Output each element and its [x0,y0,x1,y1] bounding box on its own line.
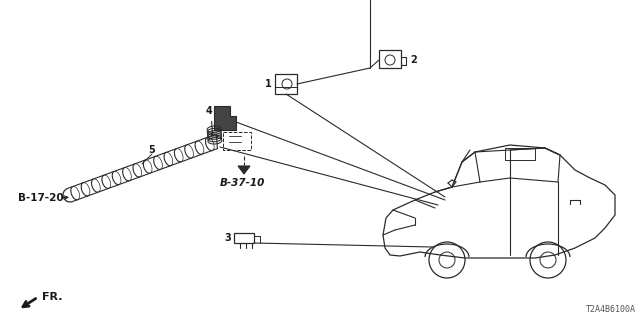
Text: FR.: FR. [42,292,63,302]
Text: 2: 2 [410,55,417,65]
Text: 1: 1 [265,79,272,89]
Polygon shape [238,166,250,174]
Text: 5: 5 [148,145,156,155]
Text: B-17-20: B-17-20 [18,193,63,203]
Text: B-37-10: B-37-10 [220,178,265,188]
Text: 3: 3 [224,233,231,243]
Text: T2A4B6100A: T2A4B6100A [586,305,636,314]
Polygon shape [214,106,236,130]
Text: 4: 4 [205,106,212,116]
